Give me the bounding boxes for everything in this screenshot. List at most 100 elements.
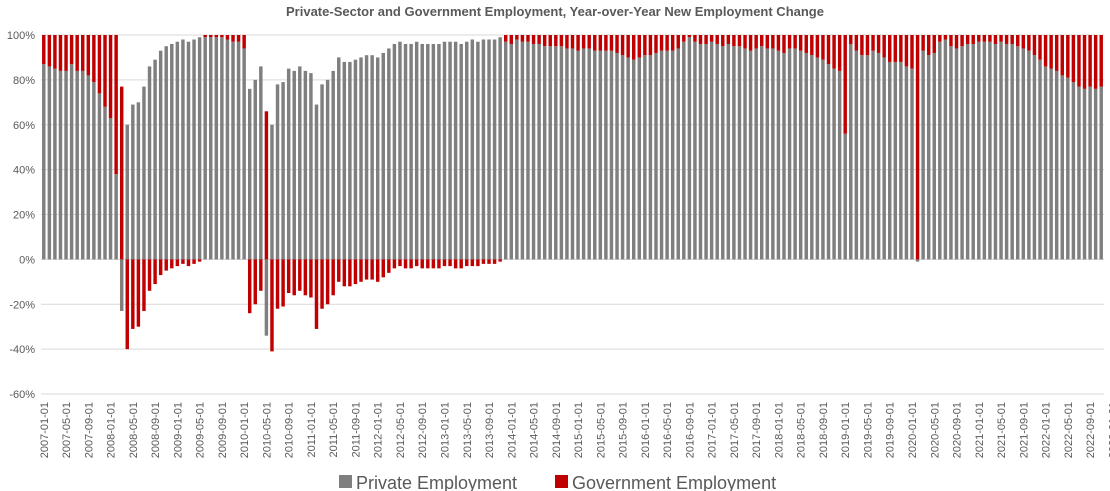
bar-private (503, 41, 508, 260)
bar-private (81, 70, 85, 260)
bar-private (659, 50, 664, 260)
bar-private (125, 124, 129, 260)
bar-government (1043, 35, 1048, 67)
x-tick-label: 2010-05-01 (261, 402, 273, 458)
bar-private (648, 55, 653, 260)
bar-private (1060, 75, 1064, 260)
bar-private (375, 57, 380, 260)
bar-government (509, 35, 514, 44)
bar-government (554, 35, 558, 47)
x-tick-label: 2017-01-01 (707, 402, 719, 458)
bar-private (298, 66, 302, 260)
bar-government (999, 35, 1003, 42)
bar-private (192, 39, 196, 260)
x-tick-label: 2014-09-01 (551, 402, 563, 458)
bar-government (1071, 35, 1076, 83)
bar-government (849, 35, 853, 44)
bar-government (403, 259, 408, 269)
bar-government (954, 35, 959, 49)
bar-private (370, 55, 374, 260)
bar-government (581, 35, 586, 49)
bar-government (876, 35, 881, 53)
bar-private (704, 43, 708, 260)
bar-private (1093, 88, 1098, 260)
x-tick-label: 2016-01-01 (640, 402, 652, 458)
bar-private (531, 43, 536, 260)
bar-private (225, 39, 230, 260)
bar-private (1054, 70, 1059, 260)
bar-private (581, 48, 586, 260)
bar-government (264, 111, 269, 260)
y-tick-label: 0% (19, 254, 35, 266)
bar-private (158, 50, 163, 260)
bar-government (1054, 35, 1059, 71)
bar-government (810, 35, 814, 56)
bar-government (832, 35, 836, 69)
bar-private (654, 52, 658, 260)
bar-government (86, 35, 91, 76)
bar-private (759, 46, 764, 260)
bar-government (1021, 35, 1026, 49)
x-tick-label: 2007-09-01 (83, 402, 95, 458)
bar-government (860, 35, 864, 56)
x-tick-label: 2018-09-01 (818, 402, 830, 458)
bar-government (470, 259, 475, 267)
bar-private (810, 55, 814, 260)
bar-private (47, 66, 52, 260)
bar-private (247, 88, 252, 260)
bar-government (453, 259, 458, 269)
bar-government (448, 259, 452, 267)
bar-private (999, 41, 1003, 260)
bar-private (787, 48, 792, 260)
x-tick-label: 2022-09-01 (1085, 402, 1097, 458)
bar-private (682, 41, 686, 260)
bar-private (626, 57, 630, 260)
bar-private (42, 64, 46, 260)
legend-label-government: Government Employment (572, 473, 776, 491)
bar-private (871, 50, 875, 260)
bar-private (442, 41, 447, 260)
bar-private (977, 41, 981, 260)
bar-government (136, 259, 141, 327)
bar-government (1077, 35, 1081, 87)
bar-private (53, 68, 57, 260)
y-tick-label: 20% (13, 210, 35, 222)
bar-private (409, 43, 413, 260)
bar-government (1088, 35, 1092, 87)
bar-government (186, 259, 191, 267)
bar-government (147, 259, 152, 291)
x-tick-label: 2021-09-01 (1018, 402, 1030, 458)
bar-government (826, 35, 831, 65)
bar-government (843, 35, 847, 134)
x-tick-label: 2015-01-01 (573, 402, 585, 458)
bar-private (1016, 46, 1020, 260)
bar-private (197, 37, 202, 260)
bar-private (715, 43, 719, 260)
bar-government (158, 259, 163, 276)
bar-government (659, 35, 664, 51)
bar-government (982, 35, 987, 42)
bar-government (175, 259, 180, 267)
bar-private (209, 37, 213, 260)
bar-government (682, 35, 686, 42)
bar-private (426, 43, 430, 260)
bar-government (548, 35, 552, 47)
bar-private (765, 48, 770, 260)
bar-private (854, 50, 859, 260)
bar-government (253, 259, 257, 305)
x-tick-label: 2019-01-01 (840, 402, 852, 458)
bar-government (476, 259, 480, 267)
bar-private (437, 43, 441, 260)
x-tick-label: 2008-05-01 (128, 402, 140, 458)
bar-government (398, 259, 402, 267)
bar-government (882, 35, 886, 58)
bar-private (643, 55, 647, 260)
bar-private (709, 41, 714, 260)
bar-private (203, 37, 207, 260)
bar-government (949, 35, 953, 47)
bar-government (971, 35, 975, 44)
bar-government (988, 35, 992, 42)
bar-private (281, 82, 285, 260)
bar-government (559, 35, 564, 47)
